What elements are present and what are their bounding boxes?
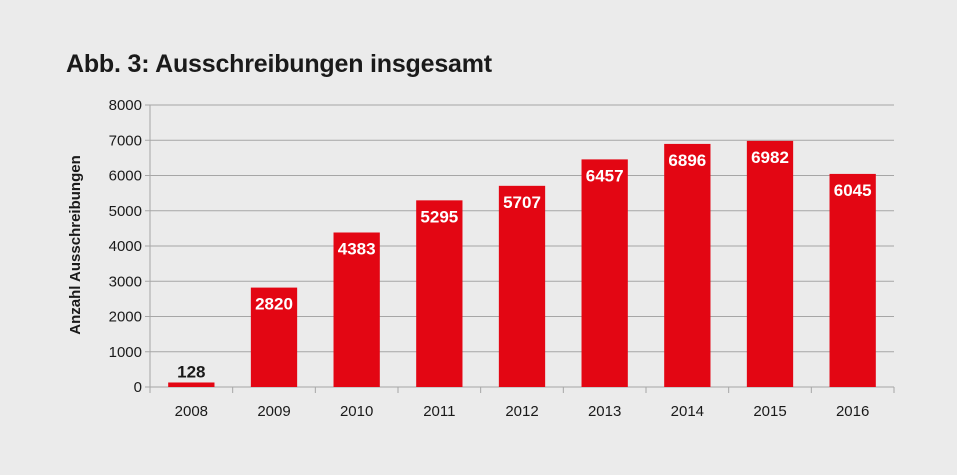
bar [829, 173, 876, 387]
x-tick-label: 2010 [340, 403, 373, 420]
bar [581, 159, 628, 387]
data-label: 6045 [834, 181, 872, 200]
data-label: 2820 [255, 295, 293, 314]
y-tick-label: 7000 [109, 132, 142, 149]
y-tick-label: 4000 [109, 238, 142, 255]
bar [168, 382, 215, 387]
bar [746, 140, 794, 387]
x-tick-label: 2013 [588, 403, 621, 420]
x-tick-label: 2009 [257, 403, 290, 420]
x-tick-label: 2015 [753, 403, 786, 420]
y-axis-title: Anzahl Ausschreibungen [67, 155, 84, 334]
bar [498, 185, 546, 387]
bar [664, 143, 711, 387]
chart-title: Abb. 3: Ausschreibungen insgesamt [66, 50, 492, 78]
bar [416, 200, 463, 387]
y-axis-ticks: 0 1000 2000 3000 4000 5000 6000 7000 8000 [109, 97, 142, 396]
x-tick-label: 2012 [505, 403, 538, 420]
data-label: 5295 [420, 207, 458, 226]
data-label: 5707 [503, 193, 541, 212]
y-tick-label: 5000 [109, 203, 142, 220]
bar [250, 287, 298, 387]
y-tick-label: 0 [134, 379, 142, 396]
y-tick-label: 1000 [109, 344, 142, 361]
data-label: 4383 [338, 239, 376, 258]
data-label: 128 [177, 362, 205, 381]
bar [333, 232, 380, 387]
data-label: 6896 [668, 151, 706, 170]
x-tick-label: 2016 [836, 403, 869, 420]
y-tick-label: 6000 [109, 168, 142, 185]
y-tick-label: 3000 [109, 273, 142, 290]
x-axis-ticks: 2008 2009 2010 2011 2012 2013 2014 2015 2016 [175, 403, 870, 420]
data-label: 6457 [586, 166, 624, 185]
y-tick-label: 2000 [109, 309, 142, 326]
x-tick-label: 2008 [175, 403, 208, 420]
bars: 128 2820 4383 5295 5707 6457 6896 6982 6045 [168, 140, 876, 387]
data-label: 6982 [751, 148, 789, 167]
x-tick-label: 2011 [423, 403, 455, 420]
x-tick-label: 2014 [671, 403, 704, 420]
y-tick-label: 8000 [109, 97, 142, 114]
